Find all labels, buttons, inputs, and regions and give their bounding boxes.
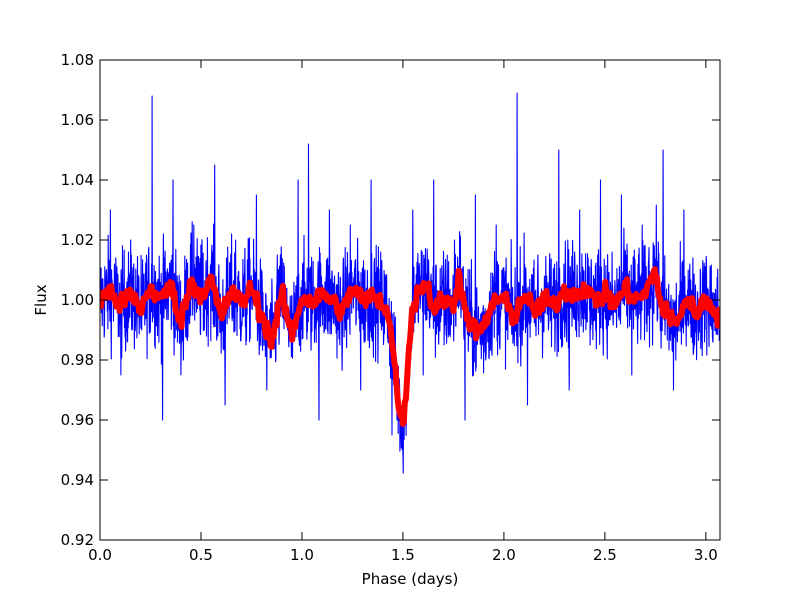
y-tick-label: 0.92 <box>61 531 94 549</box>
y-tick-label: 0.96 <box>61 411 94 429</box>
x-tick-label: 1.0 <box>290 546 314 564</box>
x-tick-label: 1.5 <box>391 546 415 564</box>
y-tick-label: 1.02 <box>61 231 94 249</box>
x-axis-label: Phase (days) <box>362 570 459 588</box>
tick-layer: 0.0 0.5 1.0 1.5 2.0 2.5 3.0 0.92 0.94 0.96 0.98 1.0… <box>61 51 720 564</box>
x-tick-label: 0.0 <box>88 546 112 564</box>
y-tick-label: 1.08 <box>61 51 94 69</box>
y-tick-label: 1.04 <box>61 171 94 189</box>
x-tick-label: 3.0 <box>694 546 718 564</box>
y-tick-label: 0.94 <box>61 471 94 489</box>
x-tick-label: 0.5 <box>189 546 213 564</box>
y-tick-label: 1.06 <box>61 111 94 129</box>
series-smoothed-flux-line <box>100 266 720 427</box>
y-tick-label: 1.00 <box>61 291 94 309</box>
y-axis-label: Flux <box>32 284 50 315</box>
series-layer <box>100 92 720 474</box>
x-tick-label: 2.0 <box>492 546 516 564</box>
x-tick-label: 2.5 <box>593 546 617 564</box>
y-tick-label: 0.98 <box>61 351 94 369</box>
